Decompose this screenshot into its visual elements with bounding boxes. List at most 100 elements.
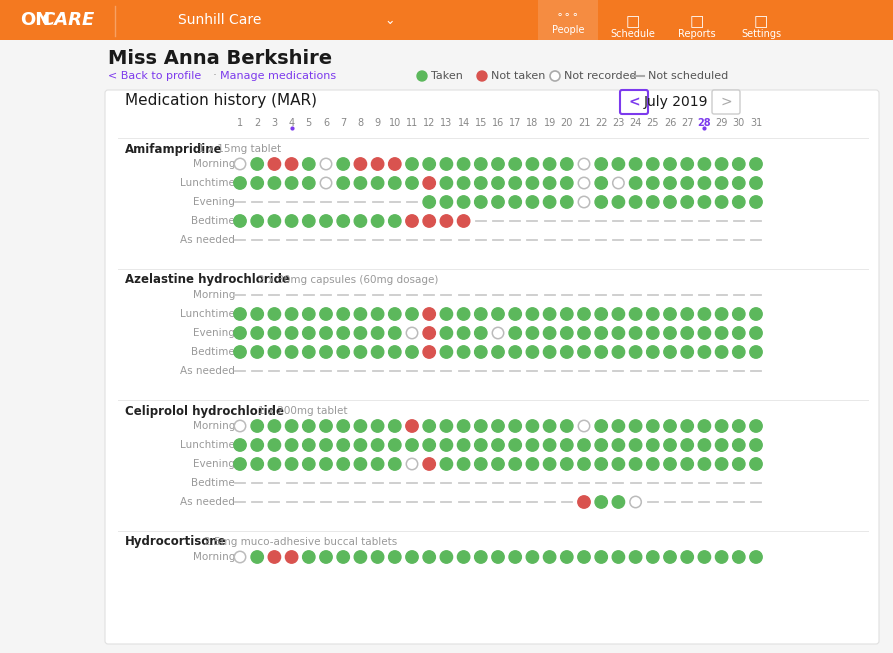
- Circle shape: [595, 177, 607, 189]
- Circle shape: [732, 346, 745, 358]
- Circle shape: [234, 439, 246, 451]
- Circle shape: [388, 177, 401, 189]
- Text: 1 x 200mg tablet: 1 x 200mg tablet: [257, 406, 347, 416]
- Circle shape: [337, 458, 349, 470]
- Circle shape: [698, 308, 711, 320]
- Circle shape: [388, 420, 401, 432]
- Circle shape: [750, 346, 763, 358]
- Circle shape: [474, 158, 487, 170]
- Circle shape: [681, 439, 693, 451]
- Circle shape: [457, 550, 470, 563]
- Circle shape: [663, 346, 676, 358]
- Circle shape: [630, 308, 642, 320]
- Circle shape: [423, 420, 436, 432]
- Circle shape: [251, 550, 263, 563]
- Text: 12: 12: [423, 118, 436, 128]
- Circle shape: [681, 308, 693, 320]
- Text: 9: 9: [374, 118, 380, 128]
- Circle shape: [526, 420, 538, 432]
- Circle shape: [630, 158, 642, 170]
- Circle shape: [457, 346, 470, 358]
- Text: 18: 18: [526, 118, 538, 128]
- Circle shape: [630, 439, 642, 451]
- Circle shape: [750, 420, 763, 432]
- Circle shape: [423, 346, 436, 358]
- Text: Evening: Evening: [193, 197, 235, 207]
- Circle shape: [613, 496, 624, 508]
- Circle shape: [234, 421, 246, 432]
- Circle shape: [647, 439, 659, 451]
- Text: □: □: [626, 14, 640, 29]
- Text: Morning: Morning: [193, 552, 235, 562]
- Text: As needed: As needed: [180, 366, 235, 376]
- Circle shape: [268, 326, 280, 339]
- Circle shape: [698, 177, 711, 189]
- Circle shape: [423, 308, 436, 320]
- Circle shape: [371, 177, 384, 189]
- Text: 2: 2: [255, 118, 261, 128]
- Circle shape: [286, 550, 297, 563]
- Circle shape: [337, 346, 349, 358]
- Circle shape: [732, 420, 745, 432]
- Circle shape: [492, 177, 505, 189]
- Circle shape: [492, 439, 505, 451]
- Circle shape: [268, 158, 280, 170]
- Text: As needed: As needed: [180, 235, 235, 245]
- Circle shape: [681, 177, 693, 189]
- Text: 3: 3: [271, 118, 278, 128]
- Circle shape: [457, 326, 470, 339]
- Circle shape: [457, 215, 470, 227]
- Circle shape: [578, 439, 590, 451]
- Circle shape: [234, 215, 246, 227]
- Circle shape: [578, 496, 590, 508]
- Circle shape: [630, 420, 642, 432]
- Circle shape: [595, 196, 607, 208]
- Circle shape: [457, 158, 470, 170]
- Text: Not taken: Not taken: [491, 71, 546, 81]
- Circle shape: [715, 458, 728, 470]
- Text: CARE: CARE: [41, 11, 95, 29]
- Circle shape: [251, 420, 263, 432]
- Circle shape: [595, 346, 607, 358]
- Circle shape: [388, 439, 401, 451]
- Circle shape: [613, 196, 624, 208]
- Text: 24: 24: [630, 118, 642, 128]
- Circle shape: [595, 496, 607, 508]
- Text: Manage medications: Manage medications: [220, 71, 336, 81]
- Circle shape: [440, 458, 453, 470]
- Text: 27: 27: [681, 118, 694, 128]
- Circle shape: [474, 458, 487, 470]
- Circle shape: [613, 326, 624, 339]
- Circle shape: [526, 550, 538, 563]
- Text: 7: 7: [340, 118, 346, 128]
- Circle shape: [663, 458, 676, 470]
- Circle shape: [268, 550, 280, 563]
- Circle shape: [561, 158, 573, 170]
- Text: 2.5mg muco-adhesive buccal tablets: 2.5mg muco-adhesive buccal tablets: [204, 537, 396, 547]
- Circle shape: [544, 550, 555, 563]
- Circle shape: [337, 326, 349, 339]
- Circle shape: [698, 326, 711, 339]
- Circle shape: [303, 439, 315, 451]
- Circle shape: [268, 346, 280, 358]
- Circle shape: [561, 346, 573, 358]
- Circle shape: [320, 326, 332, 339]
- Circle shape: [595, 326, 607, 339]
- Bar: [0, 0, 893, 40]
- Circle shape: [750, 458, 763, 470]
- Circle shape: [234, 308, 246, 320]
- Text: 21: 21: [578, 118, 590, 128]
- Circle shape: [732, 196, 745, 208]
- Circle shape: [492, 420, 505, 432]
- Circle shape: [750, 439, 763, 451]
- Circle shape: [630, 196, 642, 208]
- Circle shape: [320, 439, 332, 451]
- Circle shape: [750, 326, 763, 339]
- Text: 1: 1: [237, 118, 243, 128]
- Text: Evening: Evening: [193, 459, 235, 469]
- Circle shape: [698, 550, 711, 563]
- Circle shape: [526, 458, 538, 470]
- Circle shape: [578, 326, 590, 339]
- Circle shape: [681, 420, 693, 432]
- Text: 26: 26: [663, 118, 676, 128]
